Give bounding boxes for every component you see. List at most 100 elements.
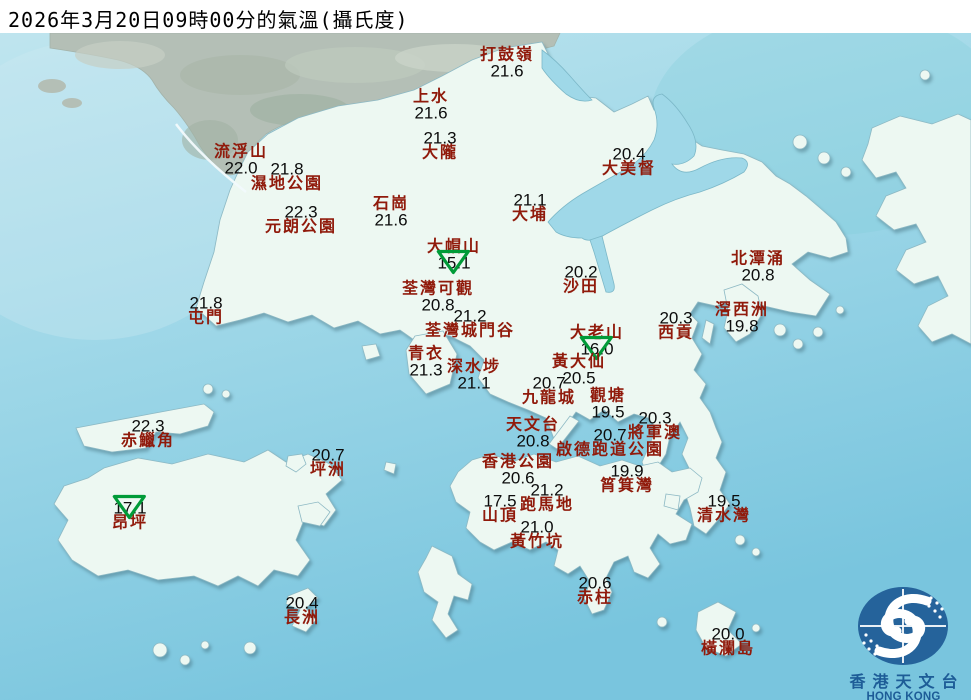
station-label: 21.2 跑馬地 bbox=[519, 480, 575, 514]
station-label: 19.5 清水灣 bbox=[696, 493, 752, 525]
shenzhen-bay-bridge bbox=[175, 123, 247, 193]
temperature-value: 21.1 bbox=[513, 190, 547, 210]
station-label: 滘西洲 19.8 bbox=[715, 302, 769, 335]
station-temperature: 22.0 bbox=[214, 158, 268, 178]
station-temperature: 20.6 bbox=[482, 470, 554, 487]
station-name: 清水灣 bbox=[696, 507, 752, 525]
temperature-value: 22.0 bbox=[224, 158, 258, 178]
temperature-value: 21.8 bbox=[270, 159, 304, 179]
temperature-value: 20.8 bbox=[741, 265, 775, 285]
station-name: 石崗 bbox=[372, 195, 410, 213]
station-label: 20.3 西貢 bbox=[658, 310, 694, 342]
station-label: 深水埗 21.1 bbox=[446, 358, 502, 393]
station-temperature: 21.6 bbox=[373, 212, 409, 229]
temperature-value: 21.6 bbox=[414, 103, 448, 123]
page-title: 2026年3月20日09時00分的氣溫(攝氏度) bbox=[8, 8, 409, 32]
island-lantau bbox=[53, 449, 343, 587]
temperature-value: 20.0 bbox=[711, 624, 745, 644]
temperature-value: 21.2 bbox=[530, 480, 564, 500]
temperature-value: 21.1 bbox=[457, 373, 491, 393]
station-label: 22.3 元朗公園 bbox=[264, 202, 338, 236]
temperature-value: 22.3 bbox=[284, 202, 318, 222]
station-temperature: 20.2 bbox=[563, 262, 599, 282]
station-temperature: 21.3 bbox=[422, 128, 458, 148]
station-temperature: 21.8 bbox=[188, 295, 224, 312]
station-name: 北潭涌 bbox=[730, 250, 786, 268]
logo-name-en: HONG KONG OBSERVATORY bbox=[866, 691, 941, 700]
temperature-value: 21.6 bbox=[490, 61, 524, 81]
station-name: 跑馬地 bbox=[519, 496, 575, 514]
station-temperature: 15.1 bbox=[427, 249, 481, 274]
station-name: 九龍城 bbox=[521, 389, 577, 407]
temperature-value: 20.2 bbox=[564, 262, 598, 282]
hong-kong-land bbox=[53, 41, 971, 666]
station-temperature: 20.3 bbox=[658, 310, 694, 327]
station-label: 20.4 長洲 bbox=[284, 595, 320, 627]
station-temperature: 17.5 bbox=[482, 491, 518, 511]
station-temperature: 21.6 bbox=[480, 61, 534, 81]
station-name: 大埔 bbox=[511, 206, 549, 224]
temperature-value: 17.5 bbox=[483, 491, 517, 511]
station-temperature: 21.1 bbox=[447, 373, 501, 393]
temperature-value: 19.9 bbox=[610, 461, 644, 481]
station-label: 20.4 大美督 bbox=[602, 146, 656, 178]
station-temperature: 17.1 bbox=[112, 494, 148, 519]
station-name: 黃大仙 bbox=[551, 353, 607, 371]
station-temperature: 20.8 bbox=[731, 265, 785, 285]
station-temperature: 21.2 bbox=[425, 308, 515, 325]
landmass-east-shore bbox=[861, 113, 971, 345]
temperature-value: 21.0 bbox=[520, 517, 554, 537]
title-bar: 2026年3月20日09時00分的氣溫(攝氏度) bbox=[0, 0, 971, 33]
station-temperature: 20.3 bbox=[628, 410, 682, 427]
station-name: 赤柱 bbox=[576, 589, 614, 607]
hko-logo: 香港天文台 HONG KONG OBSERVATORY bbox=[836, 584, 971, 700]
station-label: 21.0 黃竹坑 bbox=[510, 517, 564, 551]
station-name: 啟德跑道公園 bbox=[555, 441, 665, 459]
station-temperature: 19.9 bbox=[600, 461, 654, 481]
small-islands bbox=[152, 69, 931, 666]
station-temperature: 20.8 bbox=[402, 297, 474, 314]
station-label: 22.3 赤鱲角 bbox=[120, 418, 176, 450]
station-temperature: 21.0 bbox=[510, 517, 564, 537]
starling-inlet bbox=[541, 49, 593, 102]
station-label: 觀塘 19.5 bbox=[589, 387, 627, 422]
emblem-dots bbox=[862, 596, 944, 656]
station-temperature: 20.4 bbox=[284, 595, 320, 612]
station-label: 17.1 昂坪 bbox=[111, 494, 149, 532]
temperature-value: 19.5 bbox=[591, 402, 625, 422]
station-temperature: 21.3 bbox=[408, 362, 444, 379]
temperature-value: 21.3 bbox=[423, 128, 457, 148]
station-label: 北潭涌 20.8 bbox=[730, 250, 786, 285]
station-name: 橫瀾島 bbox=[700, 640, 756, 658]
station-name: 屯門 bbox=[187, 309, 225, 327]
station-name: 深水埗 bbox=[446, 358, 502, 376]
kai-tak-runway bbox=[548, 415, 580, 450]
station-temperature: 19.5 bbox=[590, 402, 626, 422]
temperature-value: 20.7 bbox=[532, 373, 566, 393]
station-name: 昂坪 bbox=[111, 514, 149, 532]
station-label: 流浮山 22.0 bbox=[213, 143, 269, 178]
station-name: 濕地公園 bbox=[250, 175, 324, 193]
station-name: 將軍澳 bbox=[627, 424, 683, 442]
inlets bbox=[175, 49, 748, 293]
station-label: 21.3 大隴 bbox=[422, 128, 458, 162]
temperature-value: 20.5 bbox=[562, 368, 596, 388]
station-temperature: 20.6 bbox=[577, 575, 613, 592]
station-name: 流浮山 bbox=[213, 143, 269, 161]
station-temperature: 20.7 bbox=[556, 427, 664, 444]
station-name: 打鼓嶺 bbox=[479, 46, 535, 64]
temperature-value: 20.7 bbox=[311, 445, 345, 465]
island-tsing-yi bbox=[405, 330, 458, 395]
station-temperature: 20.5 bbox=[552, 368, 606, 388]
station-name: 赤鱲角 bbox=[120, 432, 176, 450]
station-temperature: 20.7 bbox=[310, 445, 346, 465]
island-kau-sai-chau bbox=[723, 283, 763, 343]
station-temperature: 21.8 bbox=[251, 159, 323, 179]
station-label: 黃大仙 20.5 bbox=[551, 353, 607, 388]
station-name: 元朗公園 bbox=[264, 218, 338, 236]
airport-chek-lap-kok bbox=[75, 403, 215, 453]
station-name: 觀塘 bbox=[589, 387, 627, 405]
station-temperature: 22.3 bbox=[265, 202, 337, 222]
station-temperature: 21.6 bbox=[413, 103, 449, 123]
